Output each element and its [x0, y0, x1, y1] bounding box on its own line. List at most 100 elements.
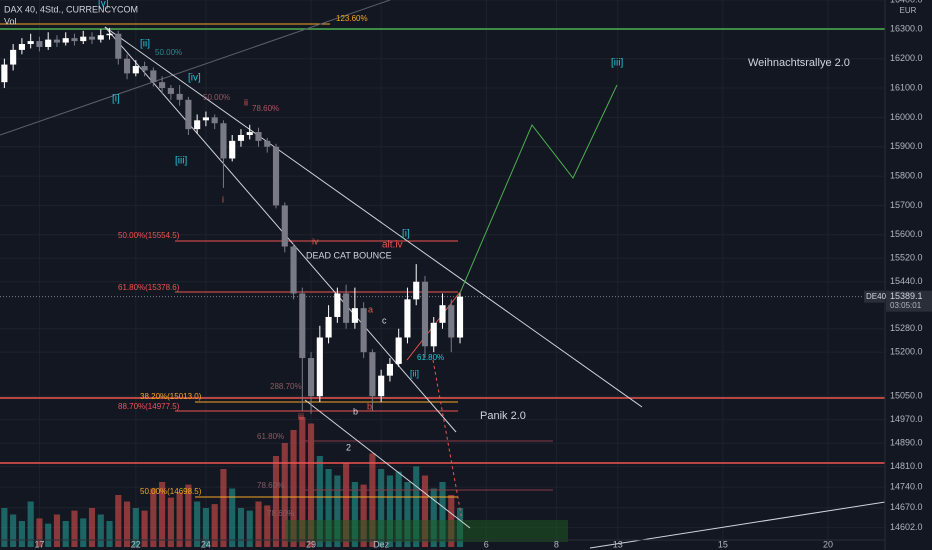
annotation: b: [353, 406, 358, 416]
annotation: Panik 2.0: [480, 410, 526, 422]
annotation: 78.60%: [252, 104, 279, 113]
candles: [1, 27, 464, 414]
volume-bar: [369, 453, 376, 547]
volume-bar: [430, 488, 437, 547]
volume-bar: [176, 492, 183, 547]
annotation: i: [222, 194, 224, 204]
x-tick-label: 13: [613, 539, 623, 549]
volume-bar: [159, 482, 166, 547]
annotation: c: [382, 315, 387, 325]
annotation: a: [368, 304, 373, 314]
annotation: ii: [244, 97, 248, 107]
countdown: 03:05:01: [890, 301, 922, 310]
candle-body: [343, 293, 350, 323]
y-tick-label: 15600.0: [890, 229, 923, 239]
candle-body: [115, 33, 122, 59]
candle-body: [229, 140, 236, 159]
x-tick-label: 6: [484, 539, 489, 549]
volume-bar: [439, 482, 446, 547]
channel-line: [104, 26, 643, 408]
x-tick-label: 24: [201, 539, 211, 549]
y-tick-label: 14970.0: [890, 414, 923, 424]
annotations: [v] 123.60% [ii] 50.00% [iv] 50.00% ii 7…: [98, 0, 850, 518]
annotation: [iii]: [611, 58, 623, 69]
volume-bar: [229, 488, 236, 547]
x-tick-label: 22: [131, 539, 141, 549]
volume-bar: [141, 510, 148, 547]
annotation: 61.80%(15378.6): [118, 283, 180, 292]
volume-bar: [395, 471, 402, 547]
candle-body: [307, 358, 315, 397]
candle-body: [290, 246, 297, 294]
y-tick-label: 14670.0: [890, 502, 923, 512]
annotation: [v]: [98, 0, 109, 10]
y-tick-label: 14890.0: [890, 438, 923, 448]
candle-body: [281, 205, 288, 247]
annotation: 61.80%: [417, 353, 444, 362]
candle-body: [395, 337, 402, 364]
volume-bar: [27, 501, 34, 547]
volume-bar: [194, 501, 201, 547]
volume-bar: [123, 501, 131, 547]
x-tick-label: Dez: [373, 539, 390, 549]
volume-bar: [255, 501, 262, 547]
annotation: [i]: [112, 94, 120, 105]
volume-bar: [53, 514, 61, 547]
y-tick-label: 16300.0: [890, 24, 923, 34]
candle-body: [255, 132, 262, 141]
volume-bar: [421, 475, 429, 547]
currency: EUR: [900, 6, 917, 15]
volume-label: Vol: [4, 16, 17, 26]
volume-bar: [80, 518, 87, 547]
candle-body: [264, 140, 271, 147]
candle-body: [316, 337, 323, 397]
y-tick-label: 15440.0: [890, 276, 923, 286]
candle-body: [237, 135, 245, 141]
candle-body: [360, 308, 367, 353]
candle-body: [159, 82, 166, 89]
y-tick-label: 14810.0: [890, 461, 923, 471]
volume-bar: [272, 456, 280, 547]
candle-body: [194, 120, 201, 130]
candle-body: [220, 123, 227, 159]
volume-bar: [343, 462, 350, 547]
annotation: b: [367, 401, 372, 411]
price-tag: [886, 290, 932, 312]
y-tick-label: 16100.0: [890, 82, 923, 92]
candle-body: [421, 281, 429, 347]
volume-bar: [246, 510, 253, 547]
symbol: DE40: [866, 292, 887, 301]
volume-bar: [36, 518, 43, 547]
volume-bar: [1, 508, 8, 547]
y-tick-label: 15200.0: [890, 347, 923, 357]
candle-body: [369, 352, 376, 397]
volume-bar: [264, 505, 271, 547]
candle-body: [448, 305, 455, 338]
volume-bar: [237, 508, 245, 547]
volume-bar: [185, 484, 192, 547]
candle-body: [97, 35, 104, 40]
annotation: [iv]: [188, 73, 201, 84]
volume-bar: [18, 521, 25, 547]
volume-bar: [132, 508, 139, 547]
y-tick-label: 16200.0: [890, 53, 923, 63]
symbol-tag: [864, 290, 885, 303]
candle-body: [62, 38, 69, 43]
volume-bar: [106, 521, 113, 547]
candle-body: [176, 93, 183, 100]
annotation: [i]: [402, 229, 410, 240]
volume-bar: [62, 521, 69, 547]
volume-bar: [281, 443, 288, 547]
annotation: 50.00%: [203, 93, 230, 102]
annotation: 50.00%(15554.5): [118, 231, 180, 240]
y-tick-label: 16000.0: [890, 112, 923, 122]
volume-bar: [71, 510, 78, 547]
x-tick-label: 29: [306, 539, 316, 549]
annotation: 38.20%(15013.0): [140, 392, 202, 401]
chart-title: DAX 40, 4Std., CURRENCYCOM: [4, 4, 138, 14]
annotation: [iii]: [175, 156, 187, 167]
candle-body: [386, 363, 393, 376]
